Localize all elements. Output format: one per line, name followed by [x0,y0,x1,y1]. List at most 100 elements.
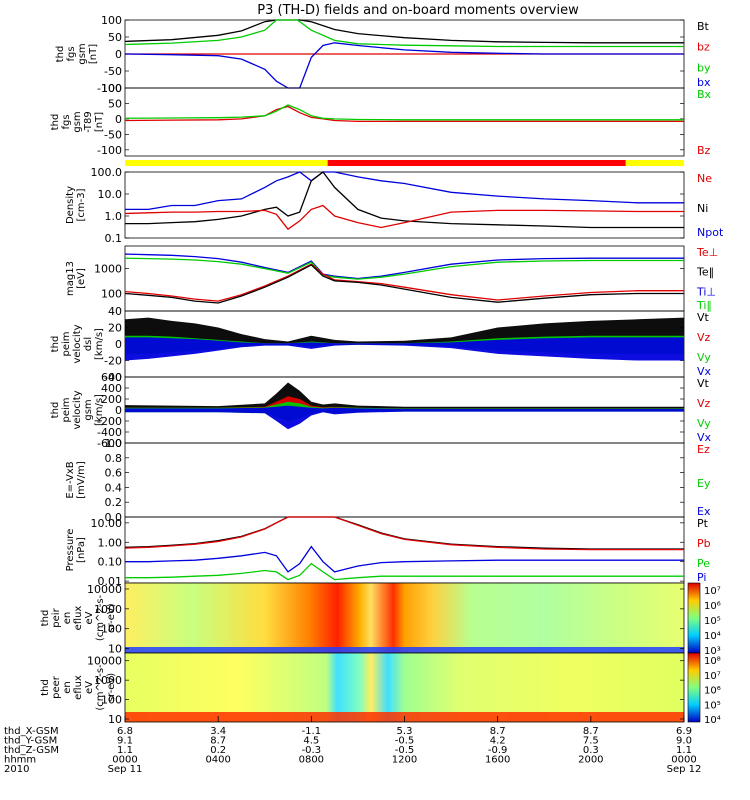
figure-title: P3 (TH-D) fields and on-board moments ov… [257,3,579,18]
series-Npot-line [125,171,684,211]
x-row-value: 0000 [112,755,137,766]
x-row-value: 1.1 [676,745,692,756]
y-tick-label: 0.2 [105,496,123,509]
spectrogram-image [125,653,684,722]
x-row-value: 1200 [392,755,417,766]
colorbar-tick: 10⁵ [704,700,721,711]
legend-by: by [697,61,711,74]
y-tick-label: 50 [108,97,122,110]
y-axis-label: peim [61,331,72,356]
y-axis-label: [nPa] [76,537,87,563]
series-Bt-line [124,19,684,44]
legend-Ex: Ex [697,505,711,518]
legend-Vt: Vt [697,377,710,390]
panel-p9: 10⁷ 10⁶ 10⁵ 10⁴ 10³ 10000 1000 100 10 thd peir en ef… [40,582,721,657]
y-axis-label: -T89 [83,111,94,133]
y-axis-label: thd [40,610,51,627]
panel-frame [124,171,685,239]
colorbar [687,652,701,723]
legend-Vy: Vy [697,417,711,430]
y-tick-label: 50 [108,31,122,44]
x-row-value: 6.8 [117,726,133,737]
y-axis-label: fgs [66,46,77,61]
y-tick-label: -100 [97,82,122,95]
panel-p1: 100 50 0 -50 -100 thd fgs gsm [nT] Bt bz by bx [55,14,711,95]
spectrogram-low-band [125,647,684,653]
y-tick-label: 1000 [94,263,122,276]
x-row-value: -0.5 [395,745,415,756]
y-tick-label: 0 [115,404,122,417]
y-tick-label: 100.0 [91,166,123,179]
y-axis-label: velocity [72,390,83,429]
panel-frame [124,245,685,312]
y-axis-label: sr-eV) [106,673,117,702]
y-axis-label: thd [50,114,61,131]
legend-Vt: Vt [697,311,710,324]
spectrogram-image [125,583,684,653]
y-tick-label: -20 [104,355,122,368]
y-axis-label: [nT] [94,112,105,132]
y-tick-label: 400 [101,382,122,395]
colorbar-tick: 10⁵ [704,616,721,627]
y-axis-label: [km/s] [94,394,105,426]
legend-Ne: Ne [697,172,712,185]
series-Pi-line [125,545,684,573]
series-Te⊥-line [124,263,684,302]
y-tick-label: 0.10 [98,556,123,569]
x-row-value: Sep 11 [108,764,143,775]
y-tick-label: 1000 [94,603,122,616]
y-tick-label: -50 [104,65,122,78]
series-Ti‖-line [124,257,684,280]
y-tick-label: 1.0 [105,210,123,223]
x-row-value: Sep 12 [667,764,702,775]
legend-Bx: Bx [697,88,712,101]
y-tick-label: 0.4 [105,481,123,494]
x-row-value: 9.1 [117,736,133,747]
colorbar-tick: 10³ [704,646,721,657]
y-axis-label: velocity [72,324,83,363]
panel-p3: 100.0 10.0 1.0 0.1 Density [cm-3] Ne Ni Npot [65,166,724,245]
colorbar-tick: 10⁶ [704,686,721,697]
y-tick-label: 0.0 [105,511,123,524]
y-tick-label: -100 [97,144,122,157]
y-axis-label: peim [61,397,72,422]
panel-p2: 100 50 0 -50 -100 thd fgs gsm -T89 [nT] Bx Bz [50,82,712,157]
x-row-label: thd_Y-GSM [4,736,57,747]
x-row-value: 1.1 [117,745,133,756]
x-row-value: 0.3 [583,745,599,756]
x-row-value: 1600 [485,755,510,766]
colorbar-tick: 10⁸ [704,656,721,667]
legend-Pt: Pt [697,517,709,530]
x-row-value: -0.9 [488,745,508,756]
panel-p7: 1.0 0.8 0.60.4 0.2 0.0 E=-VxB [mV/m] Ez Ey Ex [65,437,711,524]
y-axis-label: thd [55,46,66,63]
series-Pe-line [125,562,684,581]
y-tick-label: 20 [108,322,122,335]
y-axis-label: [eV] [76,268,87,289]
y-axis-label: thd [50,336,61,353]
y-axis-label: en [62,681,73,694]
series-Vx-band [125,337,684,361]
series-Ne-line [124,204,684,231]
legend-Ez: Ez [697,443,710,456]
legend-Npot: Npot [697,226,724,239]
y-axis-label: [nT] [88,44,99,64]
y-tick-label: 1.00 [98,536,123,549]
colorbar-tick: 10⁴ [704,631,721,642]
y-axis-label: Pressure [65,529,76,572]
y-axis-label: (cm^2-s- [95,594,106,641]
y-axis-label: mag13 [65,261,76,296]
y-axis-label: gsm [72,111,83,132]
x-row-value: 0000 [671,755,696,766]
y-axis-label: peer [51,675,62,699]
legend-Ey: Ey [697,477,711,490]
y-tick-label: -400 [97,426,122,439]
y-tick-label: 100 [101,623,122,636]
series-Vt-band [125,382,684,410]
y-axis-label: eflux [73,675,84,700]
x-row-value: 4.5 [303,736,319,747]
x-row-value: 7.5 [583,736,599,747]
colorbar-tick: 10⁷ [704,586,721,597]
y-tick-label: 0 [115,48,122,61]
